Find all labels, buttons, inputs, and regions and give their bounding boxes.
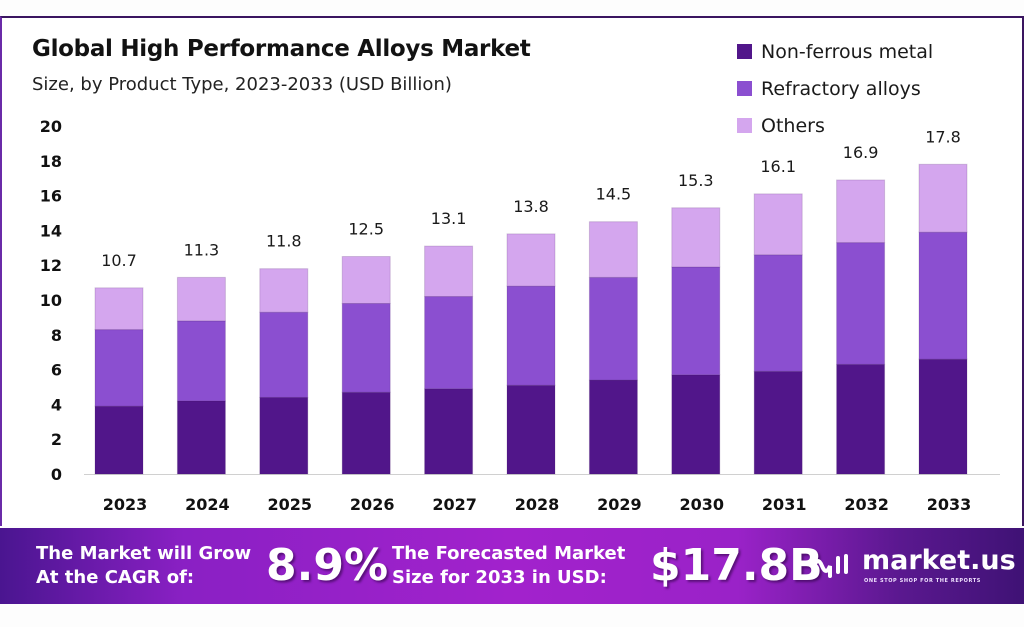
bar-segment-refractory-alloys [176,320,226,402]
bar-segment-others [341,256,391,304]
x-tick-label: 2032 [844,495,889,514]
bar-segment-refractory-alloys [753,254,803,372]
legend-swatch [737,81,752,96]
y-tick-label: 6 [51,361,62,380]
bar-segment-refractory-alloys [259,311,309,398]
forecast-text: The Forecasted Market Size for 2033 in U… [392,542,625,590]
bar-segment-others [918,163,968,233]
bar-segment-non-ferrous-metal [836,363,886,475]
bar-segment-others [506,233,556,287]
y-tick-label: 2 [51,430,62,449]
x-tick-label: 2027 [432,495,477,514]
legend-swatch [737,44,752,59]
x-tick-label: 2023 [103,495,148,514]
bar-segment-non-ferrous-metal [918,358,968,475]
y-tick-label: 14 [40,221,62,240]
bar-segment-non-ferrous-metal [94,405,144,475]
bar-segment-refractory-alloys [94,329,144,407]
chart-title: Global High Performance Alloys Market [32,36,531,62]
y-tick-label: 12 [40,256,62,275]
bar-segment-others [671,207,721,268]
bar-total-label: 12.5 [348,220,384,239]
bar-total-label: 16.1 [760,157,796,176]
bar-segment-refractory-alloys [506,285,556,386]
brand-name: market.us [862,545,1016,576]
chart-subtitle: Size, by Product Type, 2023-2033 (USD Bi… [32,74,452,95]
x-tick-label: 2026 [350,495,395,514]
bar-segment-others [259,268,309,313]
y-tick-label: 10 [40,291,62,310]
summary-banner: The Market will Grow At the CAGR of: 8.9… [0,528,1024,604]
y-tick-label: 20 [40,117,62,136]
bar-total-label: 16.9 [843,143,879,162]
bar-total-label: 11.8 [266,232,302,251]
x-tick-label: 2029 [597,495,642,514]
x-tick-label: 2030 [680,495,725,514]
bar-segment-non-ferrous-metal [671,374,721,475]
bar-segment-non-ferrous-metal [588,379,638,475]
bar-segment-others [94,287,144,331]
legend-item-others: Others [737,107,933,144]
forecast-value: $17.8B [650,540,823,591]
legend-swatch [737,118,752,133]
bar-total-label: 11.3 [184,240,220,259]
bar-segment-others [424,245,474,298]
bar-segment-others [588,221,638,278]
y-tick-label: 16 [40,187,62,206]
growth-line-2: At the CAGR of: [36,567,195,588]
legend-label: Others [761,114,825,137]
brand-tagline: ONE STOP SHOP FOR THE REPORTS [864,578,981,584]
bar-total-label: 17.8 [925,127,961,146]
x-tick-label: 2033 [927,495,972,514]
legend: Non-ferrous metal Refractory alloys Othe… [737,33,933,144]
bar-segment-refractory-alloys [671,266,721,376]
bar-segment-refractory-alloys [424,296,474,390]
bar-segment-others [753,193,803,256]
bar-segment-non-ferrous-metal [341,391,391,475]
y-tick-label: 18 [40,152,62,171]
legend-item-non-ferrous-metal: Non-ferrous metal [737,33,933,70]
bar-total-label: 13.8 [513,197,549,216]
y-tick-label: 8 [51,326,62,345]
legend-item-refractory-alloys: Refractory alloys [737,70,933,107]
legend-label: Refractory alloys [761,77,921,100]
bar-total-label: 14.5 [596,185,632,204]
growth-text: The Market will Grow At the CAGR of: [36,542,251,590]
bar-segment-non-ferrous-metal [753,370,803,475]
forecast-line-1: The Forecasted Market [392,543,626,564]
bar-segment-refractory-alloys [836,242,886,365]
x-tick-label: 2031 [762,495,807,514]
stacked-bar-chart: 0 2 4 6 8 10 12 14 16 18 20 10.7 2023 11.3 2024 11.8 202… [40,117,1000,514]
x-tick-label: 2028 [515,495,560,514]
bar-segment-non-ferrous-metal [506,384,556,475]
forecast-line-2: Size for 2033 in USD: [392,567,607,588]
bar-total-label: 15.3 [678,171,714,190]
bar-segment-non-ferrous-metal [176,400,226,475]
bar-segment-others [176,276,226,322]
bar-segment-non-ferrous-metal [424,388,474,475]
growth-line-1: The Market will Grow [36,543,252,564]
footer-strip [0,604,1024,627]
legend-label: Non-ferrous metal [761,40,934,63]
x-tick-label: 2025 [268,495,313,514]
y-tick-label: 4 [51,395,62,414]
y-tick-label: 0 [51,465,62,484]
x-tick-label: 2024 [185,495,230,514]
bar-segment-refractory-alloys [588,276,638,381]
cagr-value: 8.9% [266,540,389,591]
bar-segment-refractory-alloys [918,231,968,360]
market-us-logo-icon [812,554,848,578]
bar-segment-non-ferrous-metal [259,396,309,475]
bar-segment-refractory-alloys [341,302,391,393]
bar-total-label: 13.1 [431,209,467,228]
bar-segment-others [836,179,886,244]
bar-total-label: 10.7 [101,251,137,270]
